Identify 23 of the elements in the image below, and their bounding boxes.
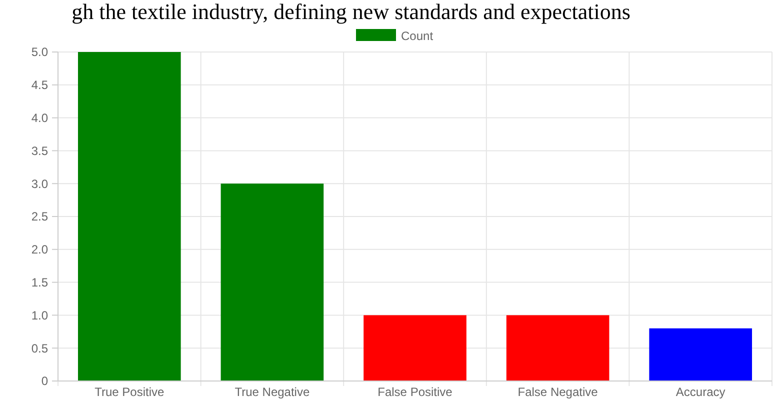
y-tick-label: 2.5 [31, 210, 48, 224]
y-tick-label: 2.0 [31, 242, 48, 257]
legend-label: Count [401, 29, 434, 44]
y-tick-label: 1.0 [31, 308, 48, 322]
y-tick-label: 0 [41, 374, 48, 388]
x-tick-label: False Positive [378, 385, 453, 399]
bar [220, 184, 324, 381]
bar [506, 315, 610, 381]
x-tick-label: True Positive [94, 385, 165, 399]
bar [364, 315, 466, 381]
y-tick-label: 4.5 [31, 78, 48, 92]
bar [649, 328, 752, 381]
y-tick-label: 0.5 [31, 341, 48, 356]
x-tick-label: False Negative [518, 385, 598, 399]
bar [78, 52, 181, 381]
y-tick-label: 4.0 [31, 111, 48, 125]
x-tick-label: Accuracy [676, 385, 726, 399]
y-tick-label: 3.0 [31, 176, 48, 191]
y-tick-label: 3.5 [31, 144, 48, 158]
text: gh the textile industry, defining new standards and expectations [72, 0, 630, 24]
y-tick-label: 5.0 [31, 45, 48, 60]
y-tick-label: 1.5 [31, 276, 48, 290]
x-tick-label: True Negative [234, 385, 310, 399]
